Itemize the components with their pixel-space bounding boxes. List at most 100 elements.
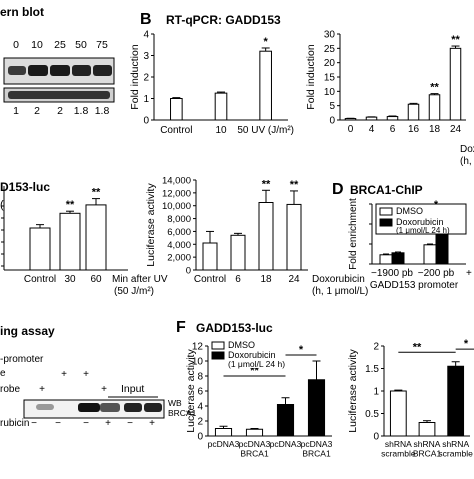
- x-tick-label: −1900 pb: [371, 268, 413, 279]
- x-tick-label: shRNA: [385, 439, 412, 449]
- bar: [245, 428, 264, 437]
- significance-marker: **: [66, 199, 75, 211]
- significance-marker: **: [290, 179, 299, 191]
- x-tick-label: pcDNA3: [239, 439, 271, 449]
- y-tick-label: 2,000: [167, 253, 191, 264]
- panel-c-ylabel-fragment: (: [0, 199, 4, 211]
- x-tick-label: Control: [194, 274, 226, 285]
- y-tick-label: 0.5: [365, 409, 379, 420]
- sign: +: [149, 418, 155, 429]
- plus-sign: +: [61, 369, 67, 380]
- y-tick-label: 2: [143, 73, 149, 84]
- x-tick-label: BRCA1: [413, 449, 442, 459]
- input-label: Input: [121, 383, 144, 395]
- x-axis-label: Min after UV: [112, 274, 168, 285]
- x-axis-label: GADD153 promoter: [370, 280, 459, 291]
- x-tick-label: 60: [90, 274, 102, 285]
- bar: [214, 92, 228, 121]
- significance-marker: **: [92, 187, 101, 199]
- wb-target: BRCA1: [168, 408, 197, 418]
- x-axis-label: Doxorubicin: [312, 274, 365, 285]
- x-tick-label: 6: [235, 274, 241, 285]
- panel-letter-f: F: [176, 319, 186, 336]
- y-tick-label: 0: [197, 432, 203, 443]
- y-axis-label: Fold enrichment: [348, 198, 359, 270]
- x-tick-label: Control: [160, 125, 192, 136]
- x-tick-label: scramble: [381, 449, 416, 459]
- sign: −: [83, 418, 89, 429]
- y-tick-label: 14,000: [162, 176, 191, 187]
- binding-blot-image: [23, 399, 165, 419]
- y-tick-label: 1.5: [365, 364, 379, 375]
- y-tick-label: 6,000: [167, 227, 191, 238]
- y-tick-label: 1: [373, 387, 379, 398]
- quant-value: 2: [34, 105, 40, 117]
- y-tick-label: 0: [329, 116, 335, 127]
- y-tick-label: 12,000: [162, 188, 191, 199]
- plus-sign: +: [101, 384, 107, 395]
- bar: [230, 234, 246, 271]
- x-tick-label: pcDNA3: [270, 439, 302, 449]
- y-axis-label: Luciferase activity: [145, 183, 157, 267]
- panel-e-signs: + + + + − − − + − +: [31, 369, 155, 429]
- x-tick-label: Control: [24, 274, 56, 285]
- x-tick-label: scramble: [438, 449, 473, 459]
- x-tick-label: BRCA1: [302, 449, 331, 459]
- legend-label: DMSO: [228, 340, 255, 350]
- bar: [407, 103, 420, 121]
- panel-a-quantification: 1 2 2 1.8 1.8: [13, 105, 109, 117]
- western-blot-image: [3, 57, 115, 103]
- chart-title: BRCA1-ChIP: [350, 183, 423, 197]
- bar: [391, 252, 405, 265]
- y-axis-label: Fold induction: [305, 44, 317, 110]
- wb-label: WB: [168, 398, 182, 408]
- chart-title: GADD153-luc: [196, 321, 273, 335]
- x-axis-label: (50 J/m²): [114, 286, 154, 297]
- y-tick-label: 10: [324, 87, 336, 98]
- bar: [449, 47, 462, 121]
- x-tick-label: 4: [369, 124, 375, 135]
- x-tick-label: +: [466, 268, 472, 279]
- sign: +: [105, 418, 111, 429]
- bar: [447, 365, 465, 437]
- x-tick-label: 18: [429, 124, 441, 135]
- bar: [202, 242, 218, 271]
- x-tick-label: 50 UV (J/m²): [237, 125, 294, 136]
- legend-label: DMSO: [396, 206, 423, 216]
- bar: [170, 98, 183, 121]
- panel-letter-b: B: [140, 11, 152, 28]
- plus-sign: +: [39, 384, 45, 395]
- bar: [386, 116, 399, 121]
- bar: [389, 390, 407, 437]
- legend-label: Doxorubicin: [228, 350, 276, 360]
- significance-marker: *: [264, 36, 269, 48]
- panel-e-title: ing assay: [0, 324, 55, 338]
- y-tick-label: 4: [143, 30, 149, 41]
- x-tick-label: 24: [288, 274, 300, 285]
- y-tick-label: 10: [192, 357, 204, 368]
- bar: [379, 254, 393, 265]
- y-tick-label: 10,000: [162, 201, 191, 212]
- y-tick-label: 8,000: [167, 214, 191, 225]
- y-tick-label: 30: [324, 30, 336, 41]
- panel-a-title: ern blot: [0, 5, 44, 19]
- y-tick-label: 5: [329, 101, 335, 112]
- legend-swatch: [379, 207, 393, 216]
- significance-marker: **: [250, 365, 259, 377]
- lane-label: 0: [13, 39, 19, 51]
- y-tick-label: 4,000: [167, 240, 191, 251]
- x-tick-label: 24: [450, 124, 462, 135]
- bar: [258, 202, 274, 271]
- y-tick-label: 6: [197, 387, 203, 398]
- y-tick-label: 2: [197, 417, 203, 428]
- panel-e-row-label: robe: [0, 384, 20, 395]
- x-tick-label: 10: [215, 125, 227, 136]
- bar: [29, 227, 51, 271]
- y-axis-label: Luciferase activity: [347, 349, 359, 433]
- bar: [307, 379, 326, 437]
- bar: [423, 244, 437, 265]
- panel-a-lane-labels: 0 10 25 50 75: [13, 39, 108, 51]
- x-tick-label: shRNA: [414, 439, 441, 449]
- x-tick-label: pcDNA3: [208, 439, 240, 449]
